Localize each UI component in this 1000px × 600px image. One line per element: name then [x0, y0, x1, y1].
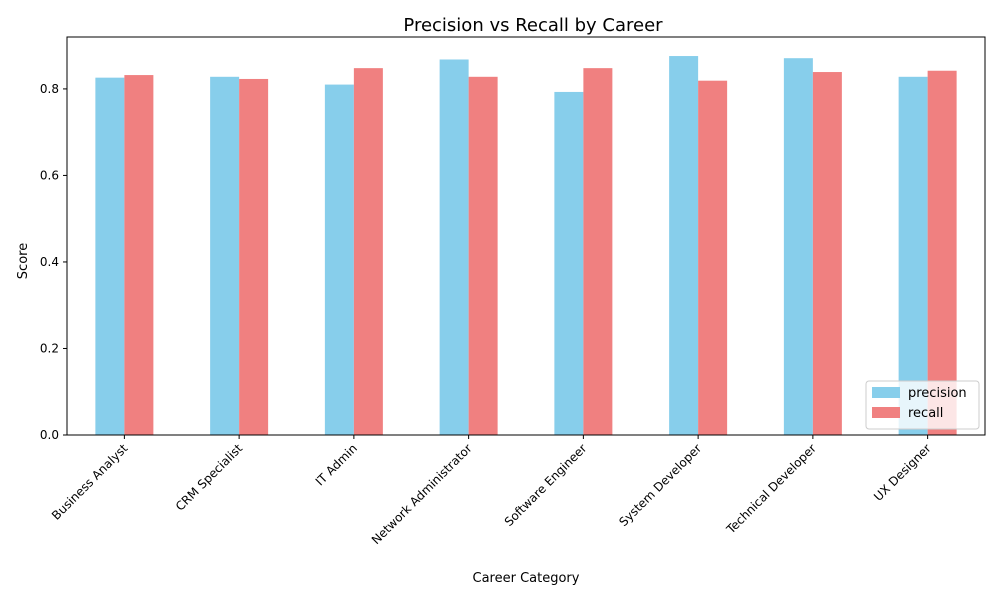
- bar-recall: [239, 78, 269, 435]
- bar-precision: [669, 56, 699, 435]
- legend: precision recall: [865, 380, 980, 430]
- legend-label-recall: recall: [908, 406, 943, 421]
- bar-precision: [95, 77, 125, 435]
- x-tick-label: Software Engineer: [502, 441, 590, 529]
- x-tick-label: UX Designer: [871, 441, 934, 504]
- legend-swatch-recall: [872, 407, 900, 418]
- x-tick-label: Technical Developer: [723, 441, 819, 537]
- y-axis: 0.0 0.2 0.4 0.6 0.8: [40, 82, 67, 442]
- bar-recall: [698, 80, 728, 435]
- chart-title: Precision vs Recall by Career: [403, 15, 663, 36]
- x-axis-label: Career Category: [473, 571, 580, 586]
- bar-precision: [210, 76, 240, 436]
- x-tick-label: CRM Specialist: [173, 441, 246, 514]
- x-tick-label: Network Administrator: [369, 441, 475, 547]
- bar-precision: [324, 84, 354, 435]
- bar-recall: [468, 76, 498, 436]
- y-tick-label: 0.0: [40, 428, 59, 442]
- legend-label-precision: precision: [908, 386, 967, 401]
- bar-precision: [898, 76, 928, 436]
- bar-precision: [554, 91, 584, 435]
- y-tick-label: 0.2: [40, 341, 59, 355]
- x-axis: Business Analyst CRM Specialist IT Admin Ne…: [49, 435, 934, 547]
- y-axis-label: Score: [16, 243, 31, 279]
- bars-group: [95, 56, 957, 436]
- y-tick-label: 0.4: [40, 255, 59, 269]
- bar-precision: [783, 58, 813, 436]
- y-tick-label: 0.6: [40, 168, 59, 182]
- x-tick-label: IT Admin: [313, 441, 360, 488]
- y-tick-label: 0.8: [40, 82, 59, 96]
- legend-swatch-precision: [872, 387, 900, 398]
- bar-recall: [353, 68, 383, 435]
- plot-frame: [66, 36, 986, 436]
- bar-recall: [124, 75, 154, 435]
- bar-recall: [927, 70, 957, 436]
- x-tick-label: Business Analyst: [49, 441, 131, 523]
- bar-recall: [812, 72, 842, 435]
- bar-precision: [439, 59, 469, 435]
- bar-recall: [583, 68, 613, 435]
- x-tick-label: System Developer: [616, 441, 704, 529]
